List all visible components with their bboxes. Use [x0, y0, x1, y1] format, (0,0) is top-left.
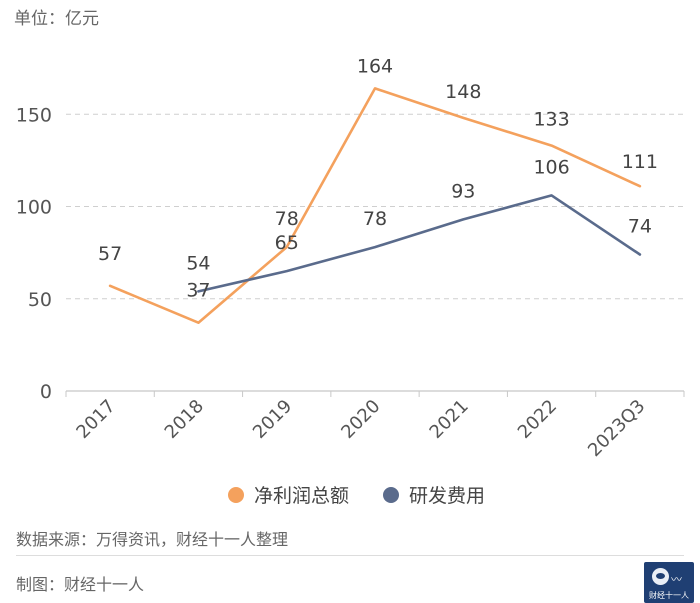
- net-profit-data-label: 37: [186, 280, 210, 302]
- rd-expense-data-label: 74: [628, 215, 652, 237]
- y-tick-label: 100: [16, 197, 52, 219]
- legend-swatch-net-profit: [228, 486, 244, 503]
- rd-expense-data-label: 78: [363, 208, 387, 230]
- legend-item-net-profit: 净利润总额: [228, 481, 349, 508]
- unit-label: 单位：亿元: [14, 9, 99, 29]
- net-profit-data-label: 164: [357, 55, 393, 77]
- brand-logo: 〰 财经十一人: [644, 562, 694, 603]
- wave-icon: 〰: [671, 573, 682, 586]
- net-profit-data-label: 57: [98, 243, 122, 265]
- net-profit-line: [108, 87, 642, 325]
- logo-text: 财经十一人: [649, 591, 689, 600]
- rd-expense-data-label: 54: [186, 252, 210, 274]
- y-tick-label: 150: [16, 104, 52, 126]
- globe-icon: [652, 568, 669, 585]
- rd-expense-data-label: 106: [533, 156, 569, 178]
- x-tick-label: 2018: [161, 396, 208, 443]
- x-tick-label: 2022: [514, 396, 561, 443]
- x-tick-label: 2023Q3: [584, 396, 649, 461]
- y-tick-label: 50: [28, 289, 52, 311]
- legend-item-rd-expense: 研发费用: [383, 481, 485, 508]
- legend-label-rd-expense: 研发费用: [409, 485, 486, 507]
- rd-expense-data-label: 93: [451, 180, 475, 202]
- x-tick-label: 2021: [426, 396, 473, 443]
- net-profit-data-label: 133: [533, 109, 569, 131]
- legend: 净利润总额 研发费用: [228, 481, 519, 508]
- y-tick-label: 0: [40, 381, 52, 403]
- rd-expense-data-label: 65: [275, 232, 299, 254]
- data-source: 数据来源：万得资讯，财经十一人整理: [16, 530, 289, 549]
- net-profit-data-label: 148: [445, 81, 481, 103]
- divider: [16, 555, 684, 556]
- x-tick-label: 2019: [249, 396, 296, 443]
- legend-swatch-rd-expense: [383, 486, 400, 503]
- x-tick-label: 2017: [72, 396, 119, 443]
- rd-expense-line: [197, 194, 642, 293]
- net-profit-data-label: 111: [622, 151, 658, 173]
- net-profit-data-label: 78: [275, 208, 299, 230]
- chart-maker: 制图：财经十一人: [16, 575, 145, 594]
- line-chart: 0 50 100 150 2017 2018 2019 2020 2021 2022 2023Q3 5…: [16, 55, 685, 461]
- legend-label-net-profit: 净利润总额: [254, 485, 350, 507]
- x-tick-label: 2020: [337, 396, 384, 443]
